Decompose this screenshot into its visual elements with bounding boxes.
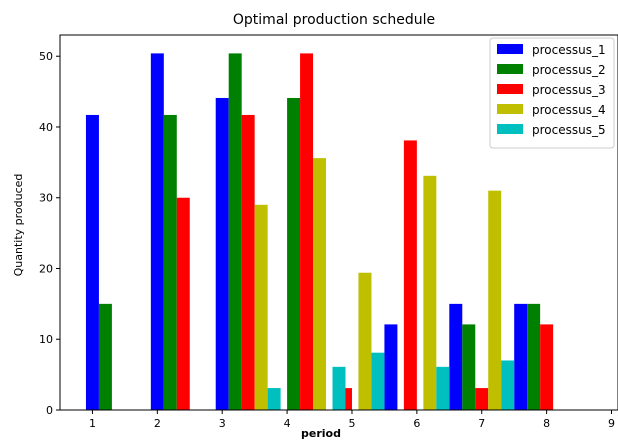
processus_3-legend-swatch	[497, 84, 523, 94]
processus_3-bar-7	[540, 324, 554, 410]
x-tick-label: 5	[348, 417, 355, 430]
processus_2-bar-3	[228, 53, 242, 411]
y-axis-label: Quantity produced	[12, 174, 25, 277]
processus_3-bar-5	[403, 140, 417, 411]
processus_2-legend-swatch	[497, 64, 523, 74]
processus_2-bar-5	[462, 324, 476, 410]
processus_1-legend-swatch	[497, 44, 523, 54]
processus_5-bar-5	[501, 360, 515, 410]
processus_4-bar-4	[423, 175, 437, 410]
processus_4-bar-1	[254, 204, 268, 410]
processus_5-bar-1	[267, 388, 281, 410]
processus_2-bar-4	[287, 97, 301, 410]
x-tick-label: 2	[154, 417, 161, 430]
y-tick-label: 30	[39, 192, 53, 205]
processus_4-legend-swatch	[497, 104, 523, 114]
processus_1-bar-6	[514, 303, 528, 410]
x-tick-label: 9	[608, 417, 615, 430]
x-axis-label: period	[301, 427, 341, 440]
processus_3-bar-2	[241, 114, 255, 410]
processus_3-bar-3	[300, 53, 314, 411]
legend: processus_1 processus_2 processus_3process…	[489, 37, 615, 149]
processus_3-bar-1	[176, 197, 190, 410]
processus_4-legend-label: processus_4	[532, 103, 606, 117]
x-tick-label: 4	[284, 417, 291, 430]
processus_2-legend-label: processus_2	[532, 63, 606, 77]
x-tick-label: 8	[543, 417, 550, 430]
processus_4-bar-5	[488, 190, 502, 410]
processus_2-bar-6	[527, 303, 541, 410]
y-tick-label: 10	[39, 333, 53, 346]
chart-title: Optimal production schedule	[233, 12, 435, 28]
processus_1-bar-3	[215, 97, 229, 410]
x-tick-label: 1	[89, 417, 96, 430]
bars-group	[85, 53, 554, 411]
processus_1-bar-2	[150, 53, 164, 411]
x-tick-label: 6	[413, 417, 420, 430]
processus_1-bar-5	[449, 303, 463, 410]
processus_4-bar-2	[313, 158, 327, 410]
processus_5-bar-4	[436, 366, 450, 410]
processus_2-bar-1	[98, 303, 112, 410]
x-axis-ticks: 1 2 3 4 5 6 7 8 9	[89, 410, 615, 430]
y-tick-label: 40	[39, 121, 53, 134]
processus_5-bar-2	[332, 366, 346, 410]
processus_5-legend-label: processus_5	[532, 123, 606, 137]
plot-frame	[59, 34, 618, 411]
processus_1-bar-4	[384, 324, 398, 410]
processus_1-bar-1	[85, 114, 99, 410]
processus_5-legend-swatch	[497, 124, 523, 134]
y-axis-ticks: 0 10 20 30 40 50	[39, 50, 60, 417]
processus_3-bar-6	[475, 388, 489, 410]
x-tick-label: 7	[478, 417, 485, 430]
y-tick-label: 0	[46, 404, 53, 417]
processus_4-bar-3	[358, 272, 372, 410]
processus_5-bar-3	[371, 352, 385, 410]
processus_1-legend-label: processus_1	[532, 43, 606, 57]
processus_2-bar-2	[163, 114, 177, 410]
processus_3-legend-label: processus_3	[532, 83, 606, 97]
x-tick-label: 3	[219, 417, 226, 430]
y-tick-label: 20	[39, 262, 53, 275]
y-tick-label: 50	[39, 50, 53, 63]
